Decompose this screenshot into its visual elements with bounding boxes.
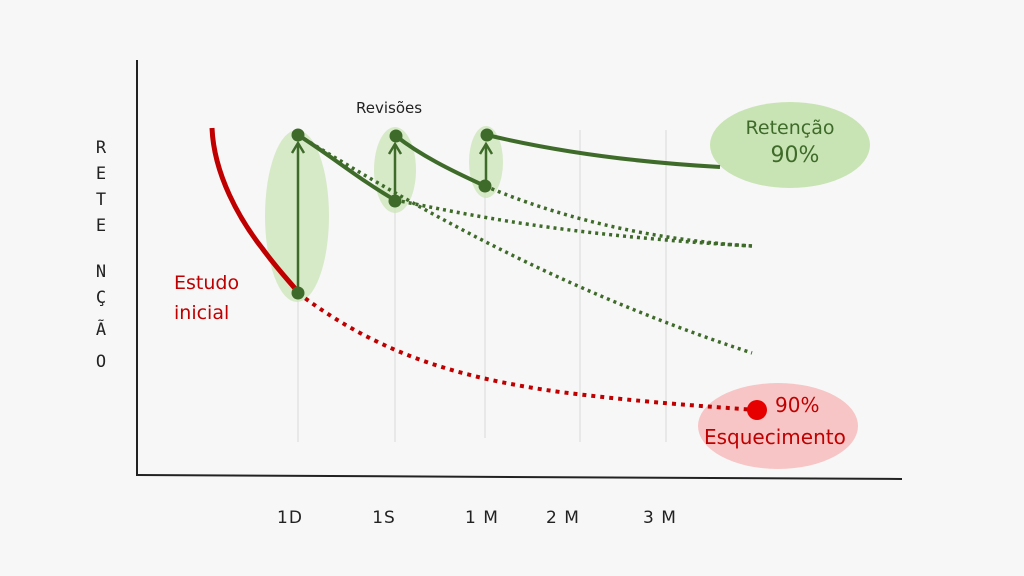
- review-curve-2: [394, 134, 486, 188]
- review-dot-1s-low: [388, 194, 402, 208]
- y-axis-letter: O: [95, 352, 107, 372]
- forgetting-curve-red: [296, 291, 758, 412]
- initial-study-label: Estudo inicial: [174, 268, 239, 328]
- decay-curve-after-1m: [484, 184, 753, 248]
- forgetting-value: 90%: [775, 393, 820, 417]
- forgetting-bubble: [698, 383, 858, 469]
- review-dot-1m-high: [480, 128, 494, 142]
- forgetting-end-dot: [747, 400, 767, 420]
- review-dot-1m-low: [478, 179, 492, 193]
- decay-curve-after-1d: [297, 133, 753, 355]
- initial-study-curve: [209, 127, 300, 294]
- x-tick-1m: 1 M: [465, 508, 499, 528]
- y-axis-letter: T: [95, 190, 107, 210]
- review-dot-1d-low: [291, 286, 305, 300]
- review-arrow-1s: [387, 141, 403, 196]
- initial-study-label-line1: Estudo: [174, 272, 240, 294]
- x-tick-2m: 2 M: [546, 508, 580, 528]
- retention-label: Retenção 90%: [730, 117, 850, 168]
- y-axis-letter: R: [95, 138, 107, 158]
- retention-curve: [486, 133, 721, 169]
- x-tick-1s: 1S: [372, 508, 396, 528]
- review-arrow-1m: [478, 141, 494, 181]
- retention-bubble: [710, 102, 870, 188]
- y-axis-letter: N: [95, 262, 107, 282]
- x-tick-3m: 3 M: [643, 508, 677, 528]
- y-axis-letter: E: [95, 164, 107, 184]
- y-axis-letter: Ã: [95, 320, 107, 340]
- y-axis-letter: Ç: [95, 288, 107, 308]
- initial-study-label-line2: inicial: [174, 302, 230, 324]
- review-curve-1: [296, 133, 396, 202]
- x-tick-1d: 1D: [277, 508, 303, 528]
- review-arrow-1d: [290, 140, 306, 288]
- y-axis-letter: E: [95, 216, 107, 236]
- review-dot-1s-high: [389, 129, 403, 143]
- review-dot-1d-high: [291, 128, 305, 142]
- x-axis: [136, 474, 903, 480]
- forgetting-title: Esquecimento: [704, 425, 846, 449]
- retention-title: Retenção: [745, 117, 835, 139]
- revisoes-label: Revisões: [356, 99, 423, 117]
- retention-value: 90%: [770, 143, 820, 168]
- decay-curve-after-1s: [394, 198, 753, 248]
